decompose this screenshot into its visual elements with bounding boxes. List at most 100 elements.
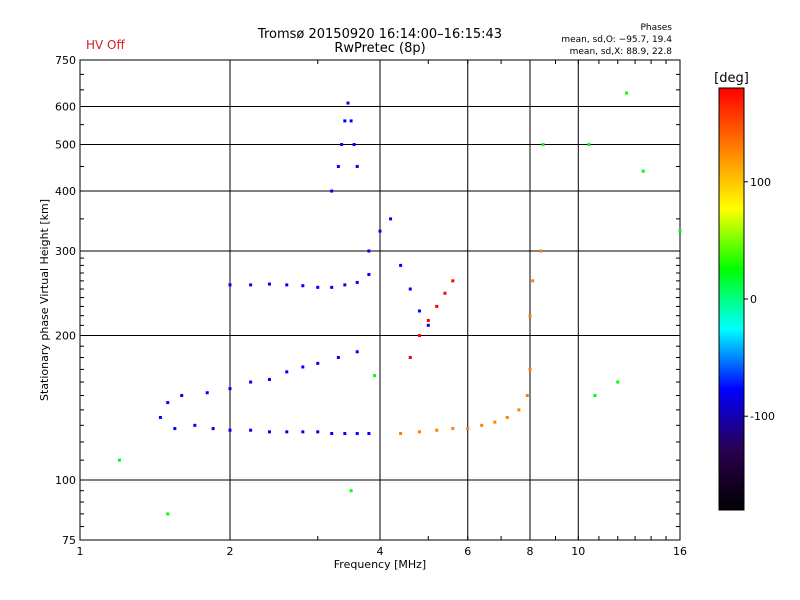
data-point-s0-p1 [173, 427, 177, 431]
data-point-s2-p1 [249, 283, 253, 287]
hv-status: HV Off [86, 38, 125, 52]
y-tick-label-300: 300 [55, 245, 76, 258]
data-point-s0-p4 [228, 428, 232, 432]
x-tick-label-8: 8 [527, 545, 534, 558]
data-point-s1-p9 [336, 355, 340, 359]
y-tick-label-200: 200 [55, 330, 76, 343]
x-tick-label-10: 10 [571, 545, 585, 558]
data-point-s0-p9 [316, 430, 320, 434]
data-point-s7-p9 [593, 394, 597, 398]
data-point-s2-p8 [355, 280, 359, 284]
colorbar-tick-label-0: 0 [750, 293, 757, 306]
data-point-s2-p2 [267, 282, 271, 286]
data-point-s1-p1 [180, 394, 184, 398]
data-point-s1-p4 [249, 380, 253, 384]
data-point-s5-p1 [417, 430, 421, 434]
colorbar-tick-label--100: -100 [750, 410, 775, 423]
data-point-s1-p6 [285, 370, 289, 374]
data-point-s7-p10 [616, 380, 620, 384]
data-point-s5-p7 [505, 415, 509, 419]
y-axis-label: Stationary phase Virtual Height [km] [38, 199, 51, 401]
data-point-s0-p10 [330, 432, 334, 436]
data-point-s3-p4 [346, 101, 350, 105]
data-point-s5-p4 [466, 427, 470, 431]
data-point-s4-p1 [378, 229, 382, 233]
data-point-s5-p9 [525, 394, 529, 398]
data-point-s2-p3 [285, 283, 289, 287]
data-point-s4-p4 [408, 287, 412, 291]
data-point-s7-p7 [641, 169, 645, 173]
data-point-s4-p5 [417, 309, 421, 313]
data-point-s3-p6 [352, 143, 356, 147]
data-point-s7-p6 [625, 91, 629, 95]
data-point-s4-p6 [426, 323, 430, 327]
x-axis-label: Frequency [MHz] [334, 558, 426, 571]
data-point-s0-p0 [158, 415, 162, 419]
data-point-s7-p3 [373, 374, 377, 378]
data-point-s5-p5 [480, 423, 484, 427]
data-point-s0-p12 [355, 432, 359, 436]
data-point-s5-p10 [528, 367, 532, 371]
data-point-s0-p2 [193, 423, 197, 427]
data-point-s6-p2 [426, 318, 430, 322]
data-point-s2-p0 [228, 283, 232, 287]
data-point-s0-p11 [343, 432, 347, 436]
data-point-s5-p6 [493, 420, 497, 424]
data-point-s5-p3 [451, 427, 455, 431]
data-point-s5-p2 [435, 428, 439, 432]
data-point-s5-p13 [539, 249, 543, 253]
data-point-s3-p3 [343, 119, 347, 123]
chart-title-line2: RwPretec (8p) [334, 41, 426, 56]
colorbar-tick-label-100: 100 [750, 176, 771, 189]
data-point-s0-p3 [211, 427, 215, 431]
data-point-s1-p8 [316, 361, 320, 365]
x-tick-label-1: 1 [77, 545, 84, 558]
data-point-s7-p1 [166, 512, 170, 516]
phases-mean-x: mean, sd,X: 88.9, 22.8 [569, 47, 672, 57]
data-point-s3-p2 [340, 143, 344, 147]
data-point-s4-p0 [367, 249, 371, 253]
colorbar-label: [deg] [714, 71, 749, 86]
x-tick-label-16: 16 [673, 545, 687, 558]
data-point-s1-p2 [205, 391, 209, 395]
phases-mean-o: mean, sd,O: −95.7, 19.4 [561, 35, 672, 45]
data-point-s2-p4 [301, 284, 305, 288]
data-point-s1-p7 [301, 365, 305, 369]
data-point-s5-p8 [517, 408, 521, 412]
data-point-s0-p5 [249, 428, 253, 432]
data-point-s0-p7 [285, 430, 289, 434]
data-point-s2-p9 [367, 273, 371, 277]
data-point-s3-p5 [349, 119, 353, 123]
data-point-s7-p8 [678, 229, 682, 233]
x-tick-label-2: 2 [227, 545, 234, 558]
data-point-s4-p3 [399, 263, 403, 267]
chart-title-line1: Tromsø 20150920 16:14:00–16:15:43 [257, 27, 503, 42]
data-point-s6-p3 [435, 304, 439, 308]
data-point-s6-p1 [417, 334, 421, 338]
phases-info: Phases mean, sd,O: −95.7, 19.4 mean, sd,… [561, 22, 672, 58]
data-point-s7-p4 [541, 143, 545, 147]
data-point-s7-p0 [117, 458, 121, 462]
data-point-s6-p5 [451, 279, 455, 283]
data-point-s7-p5 [587, 143, 591, 147]
data-point-s6-p0 [408, 355, 412, 359]
data-point-s0-p6 [267, 430, 271, 434]
phases-label: Phases [640, 23, 672, 33]
data-point-s2-p7 [343, 283, 347, 287]
data-point-s3-p1 [336, 164, 340, 168]
data-point-s1-p5 [267, 377, 271, 381]
x-tick-label-4: 4 [377, 545, 384, 558]
data-point-s1-p10 [355, 350, 359, 354]
colorbar [718, 87, 745, 511]
data-point-s7-p2 [349, 489, 353, 493]
data-point-s0-p13 [367, 432, 371, 436]
data-point-s5-p12 [531, 279, 535, 283]
data-point-s0-p8 [301, 430, 305, 434]
x-tick-label-6: 6 [464, 545, 471, 558]
data-point-s1-p3 [228, 387, 232, 391]
data-point-s5-p0 [399, 432, 403, 436]
y-tick-label-100: 100 [55, 474, 76, 487]
y-tick-label-75: 75 [62, 534, 76, 547]
data-point-s1-p0 [166, 401, 170, 405]
